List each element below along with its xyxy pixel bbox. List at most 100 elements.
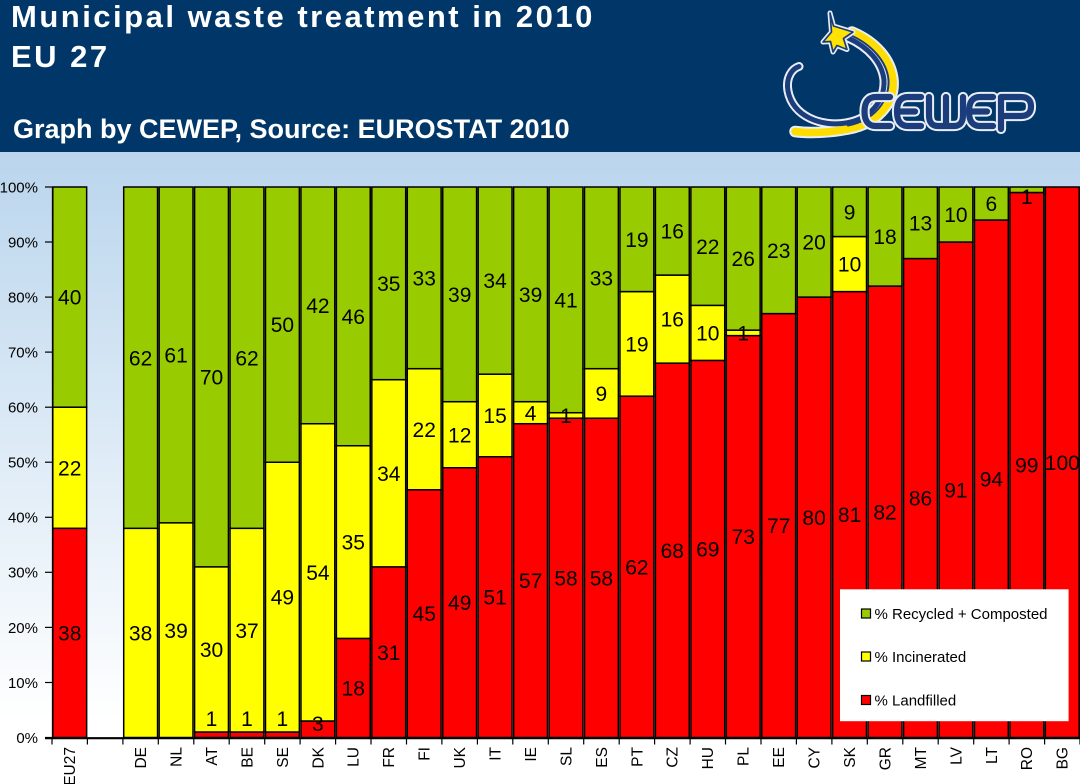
svg-text:13: 13 bbox=[909, 212, 932, 235]
svg-text:58: 58 bbox=[590, 568, 613, 591]
svg-text:20: 20 bbox=[802, 232, 825, 255]
svg-text:ES: ES bbox=[594, 747, 611, 768]
svg-text:SE: SE bbox=[275, 747, 292, 768]
svg-text:SL: SL bbox=[558, 747, 575, 766]
svg-text:62: 62 bbox=[625, 556, 648, 579]
svg-text:9: 9 bbox=[844, 201, 856, 224]
svg-text:18: 18 bbox=[873, 226, 896, 249]
svg-text:73: 73 bbox=[732, 526, 755, 549]
svg-text:37: 37 bbox=[235, 620, 258, 643]
svg-text:41: 41 bbox=[554, 290, 577, 313]
svg-text:15: 15 bbox=[483, 405, 506, 428]
svg-text:30%: 30% bbox=[8, 565, 38, 582]
svg-text:22: 22 bbox=[413, 419, 436, 442]
svg-text:49: 49 bbox=[448, 592, 471, 615]
svg-text:BE: BE bbox=[239, 747, 256, 768]
svg-text:30: 30 bbox=[200, 639, 223, 662]
svg-text:42: 42 bbox=[306, 295, 329, 318]
svg-text:49: 49 bbox=[271, 587, 294, 610]
svg-text:10: 10 bbox=[838, 254, 861, 277]
svg-text:CZ: CZ bbox=[665, 747, 682, 768]
svg-text:22: 22 bbox=[58, 457, 81, 480]
svg-text:1: 1 bbox=[277, 708, 289, 731]
svg-text:DK: DK bbox=[310, 746, 327, 768]
svg-text:% Incinerated: % Incinerated bbox=[875, 649, 967, 666]
svg-text:62: 62 bbox=[235, 347, 258, 370]
svg-text:IT: IT bbox=[488, 746, 505, 760]
svg-text:LT: LT bbox=[984, 746, 1001, 763]
svg-text:LV: LV bbox=[948, 746, 965, 764]
svg-text:68: 68 bbox=[661, 540, 684, 563]
svg-text:1: 1 bbox=[206, 708, 218, 731]
svg-text:31: 31 bbox=[377, 642, 400, 665]
svg-text:60%: 60% bbox=[8, 400, 38, 417]
svg-text:40%: 40% bbox=[8, 510, 38, 527]
svg-text:EE: EE bbox=[771, 747, 788, 768]
svg-text:LU: LU bbox=[346, 747, 363, 767]
svg-text:EU27: EU27 bbox=[62, 747, 79, 784]
svg-text:1: 1 bbox=[737, 323, 749, 346]
svg-text:MT: MT bbox=[913, 746, 930, 769]
svg-text:69: 69 bbox=[696, 539, 719, 562]
svg-text:NL: NL bbox=[169, 747, 186, 767]
svg-text:33: 33 bbox=[413, 267, 436, 290]
svg-text:10: 10 bbox=[944, 204, 967, 227]
svg-text:51: 51 bbox=[483, 587, 506, 610]
svg-text:1: 1 bbox=[241, 708, 253, 731]
svg-text:9: 9 bbox=[596, 383, 608, 406]
svg-text:26: 26 bbox=[732, 248, 755, 271]
svg-text:77: 77 bbox=[767, 515, 790, 538]
svg-text:81: 81 bbox=[838, 504, 861, 527]
svg-text:40: 40 bbox=[58, 287, 81, 310]
svg-text:1: 1 bbox=[1021, 186, 1033, 209]
svg-text:20%: 20% bbox=[8, 620, 38, 637]
svg-text:50: 50 bbox=[271, 314, 294, 337]
svg-text:6: 6 bbox=[986, 193, 998, 216]
svg-text:82: 82 bbox=[873, 501, 896, 524]
svg-text:19: 19 bbox=[625, 229, 648, 252]
svg-text:4: 4 bbox=[525, 402, 537, 425]
svg-text:39: 39 bbox=[164, 620, 187, 643]
svg-text:100%: 100% bbox=[0, 179, 38, 196]
svg-text:35: 35 bbox=[377, 273, 400, 296]
svg-text:91: 91 bbox=[944, 479, 967, 502]
svg-text:54: 54 bbox=[306, 562, 330, 585]
svg-text:35: 35 bbox=[342, 532, 365, 555]
svg-text:38: 38 bbox=[129, 623, 152, 646]
svg-text:86: 86 bbox=[909, 488, 932, 511]
svg-text:DE: DE bbox=[133, 747, 150, 769]
svg-text:16: 16 bbox=[661, 221, 684, 244]
svg-text:FI: FI bbox=[417, 747, 434, 761]
svg-text:50%: 50% bbox=[8, 455, 38, 472]
svg-text:HU: HU bbox=[700, 747, 717, 769]
svg-text:19: 19 bbox=[625, 334, 648, 357]
svg-text:90%: 90% bbox=[8, 235, 38, 252]
svg-text:PT: PT bbox=[629, 746, 646, 766]
svg-text:34: 34 bbox=[377, 463, 401, 486]
svg-text:UK: UK bbox=[452, 746, 469, 768]
svg-text:CY: CY bbox=[807, 747, 824, 769]
svg-text:57: 57 bbox=[519, 570, 542, 593]
svg-text:18: 18 bbox=[342, 678, 365, 701]
svg-text:58: 58 bbox=[554, 568, 577, 591]
svg-text:0%: 0% bbox=[16, 730, 38, 747]
svg-text:61: 61 bbox=[164, 345, 187, 368]
svg-text:GR: GR bbox=[877, 747, 894, 770]
svg-text:SK: SK bbox=[842, 746, 859, 767]
svg-text:1: 1 bbox=[560, 405, 572, 428]
svg-text:12: 12 bbox=[448, 424, 471, 447]
svg-text:39: 39 bbox=[519, 284, 542, 307]
svg-text:RO: RO bbox=[1019, 747, 1036, 770]
svg-text:46: 46 bbox=[342, 306, 365, 329]
svg-text:45: 45 bbox=[413, 603, 436, 626]
svg-text:FR: FR bbox=[381, 747, 398, 768]
svg-text:39: 39 bbox=[448, 284, 471, 307]
svg-text:BG: BG bbox=[1055, 747, 1072, 769]
svg-text:3: 3 bbox=[312, 713, 324, 736]
svg-text:34: 34 bbox=[483, 270, 507, 293]
svg-text:80: 80 bbox=[802, 507, 825, 530]
svg-text:% Landfilled: % Landfilled bbox=[875, 692, 957, 709]
svg-text:62: 62 bbox=[129, 347, 152, 370]
svg-text:22: 22 bbox=[696, 236, 719, 259]
svg-text:PL: PL bbox=[736, 747, 753, 766]
